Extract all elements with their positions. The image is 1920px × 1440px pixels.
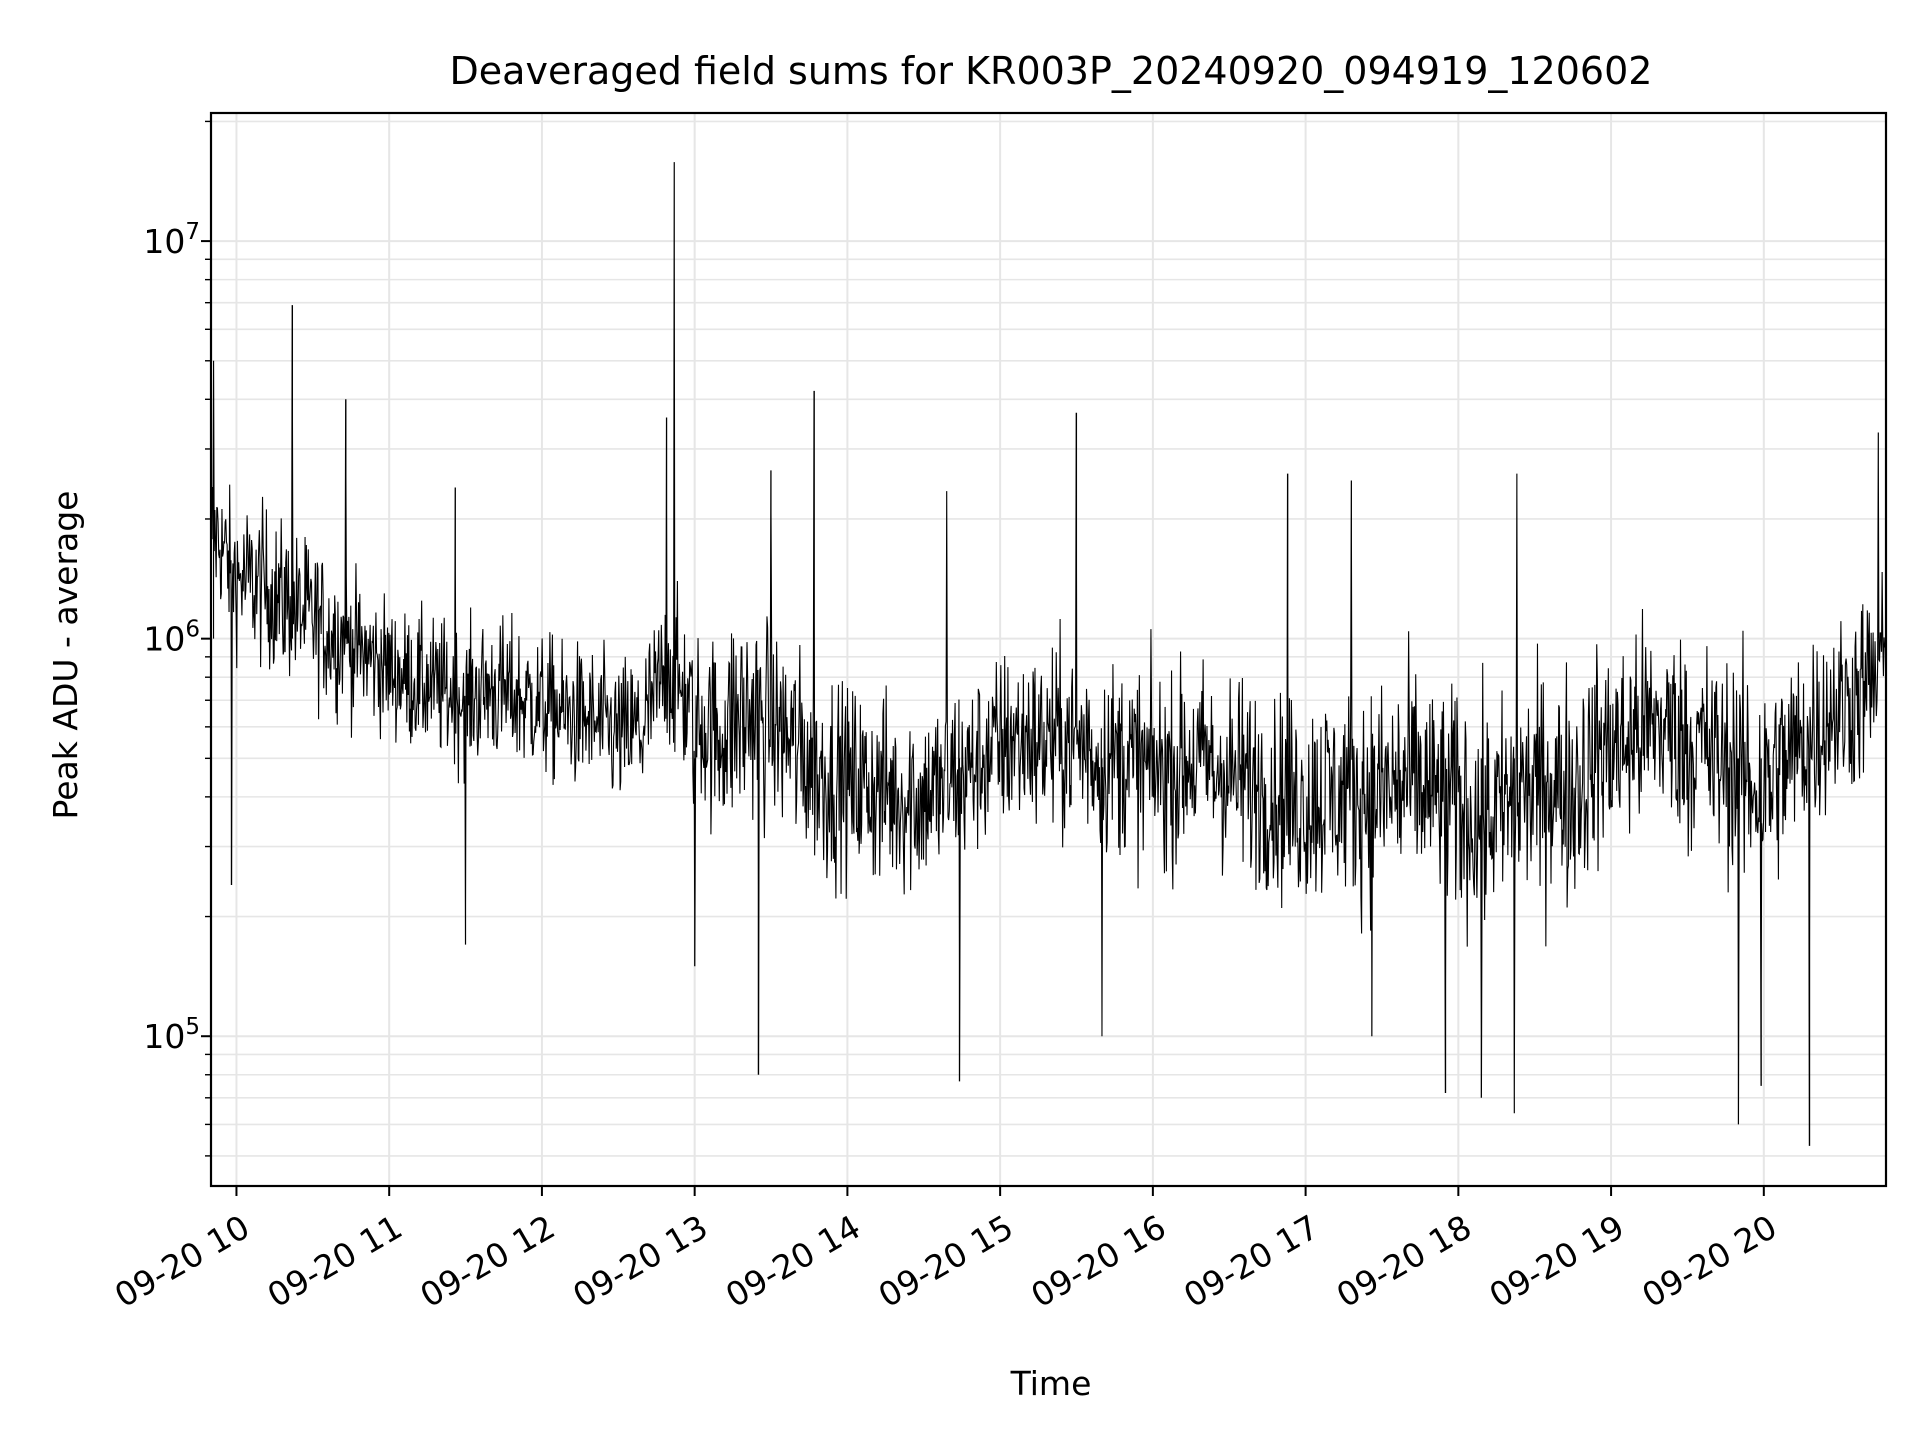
plot-area [210, 162, 1887, 1146]
y-tick-label: 106 [143, 617, 200, 659]
chart-title: Deaveraged field sums for KR003P_2024092… [450, 49, 1653, 93]
x-axis-label: Time [1010, 1364, 1092, 1403]
y-axis-label: Peak ADU - average [46, 491, 85, 820]
series-line [210, 162, 1887, 1146]
plot-frame [209, 111, 1888, 1188]
y-axis: 105 106 107 [143, 120, 211, 1157]
y-tick-label: 105 [143, 1014, 200, 1056]
y-tick-label: 107 [143, 219, 200, 261]
